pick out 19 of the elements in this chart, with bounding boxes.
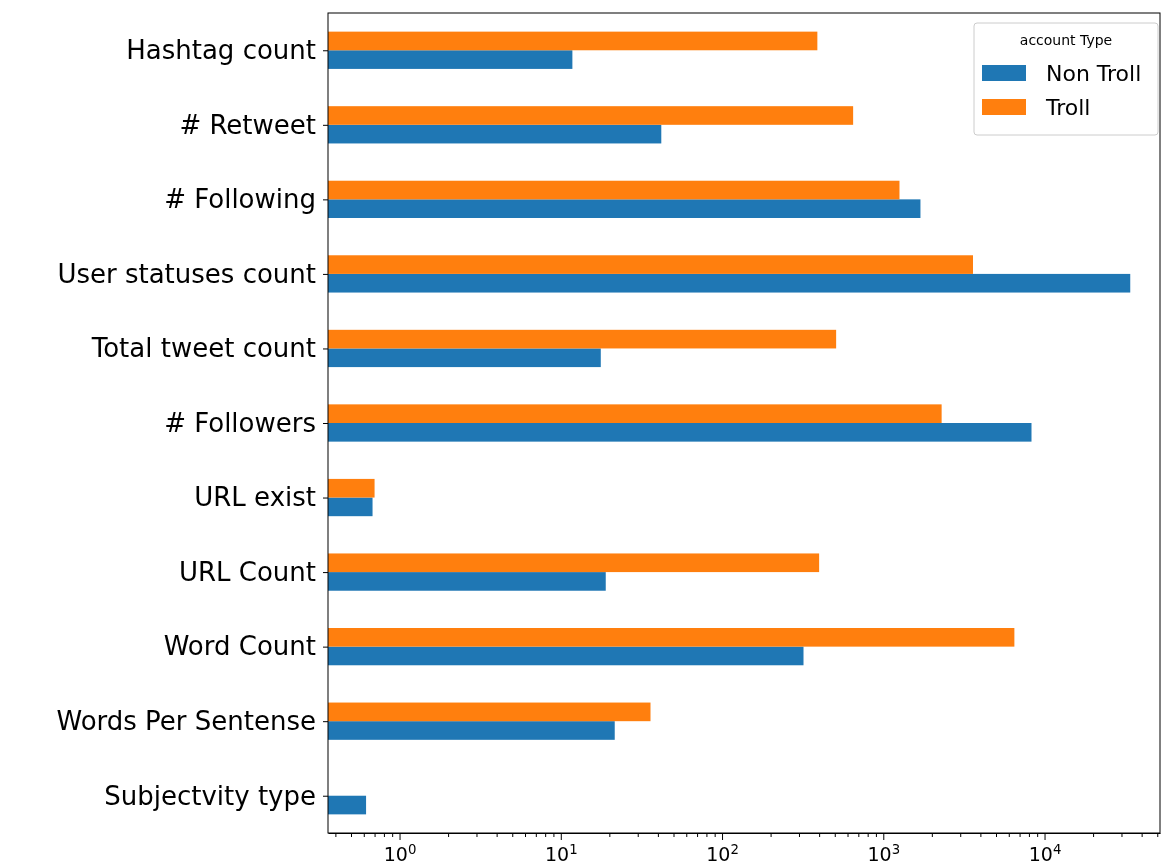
y-tick-label: # Followers [164,407,316,438]
y-tick-label: Word Count [163,631,316,662]
x-tick-label: 10$^{1}$ [544,841,578,865]
y-tick-label: User statuses count [57,258,316,289]
x-tick-label: 10$^{2}$ [706,841,739,865]
y-tick-label: URL Count [178,556,316,587]
y-tick-label: URL exist [194,482,316,513]
x-tick-label: 10$^{0}$ [383,841,417,865]
x-tick-label: 10$^{4}$ [1028,841,1062,865]
legend-title: account Type [1019,32,1113,48]
y-tick-label: # Retweet [179,109,316,140]
y-tick-label: Words Per Sentense [56,706,316,736]
y-tick-label: Subjectvity type [104,780,316,811]
x-tick-label: 10$^{3}$ [867,841,901,865]
y-tick-label: # Following [164,184,316,215]
y-tick-label: Total tweet count [90,333,316,364]
legend-label: Non Troll [1046,61,1142,86]
y-tick-label: Hashtag count [126,35,316,66]
legend-label: Troll [1045,95,1091,120]
